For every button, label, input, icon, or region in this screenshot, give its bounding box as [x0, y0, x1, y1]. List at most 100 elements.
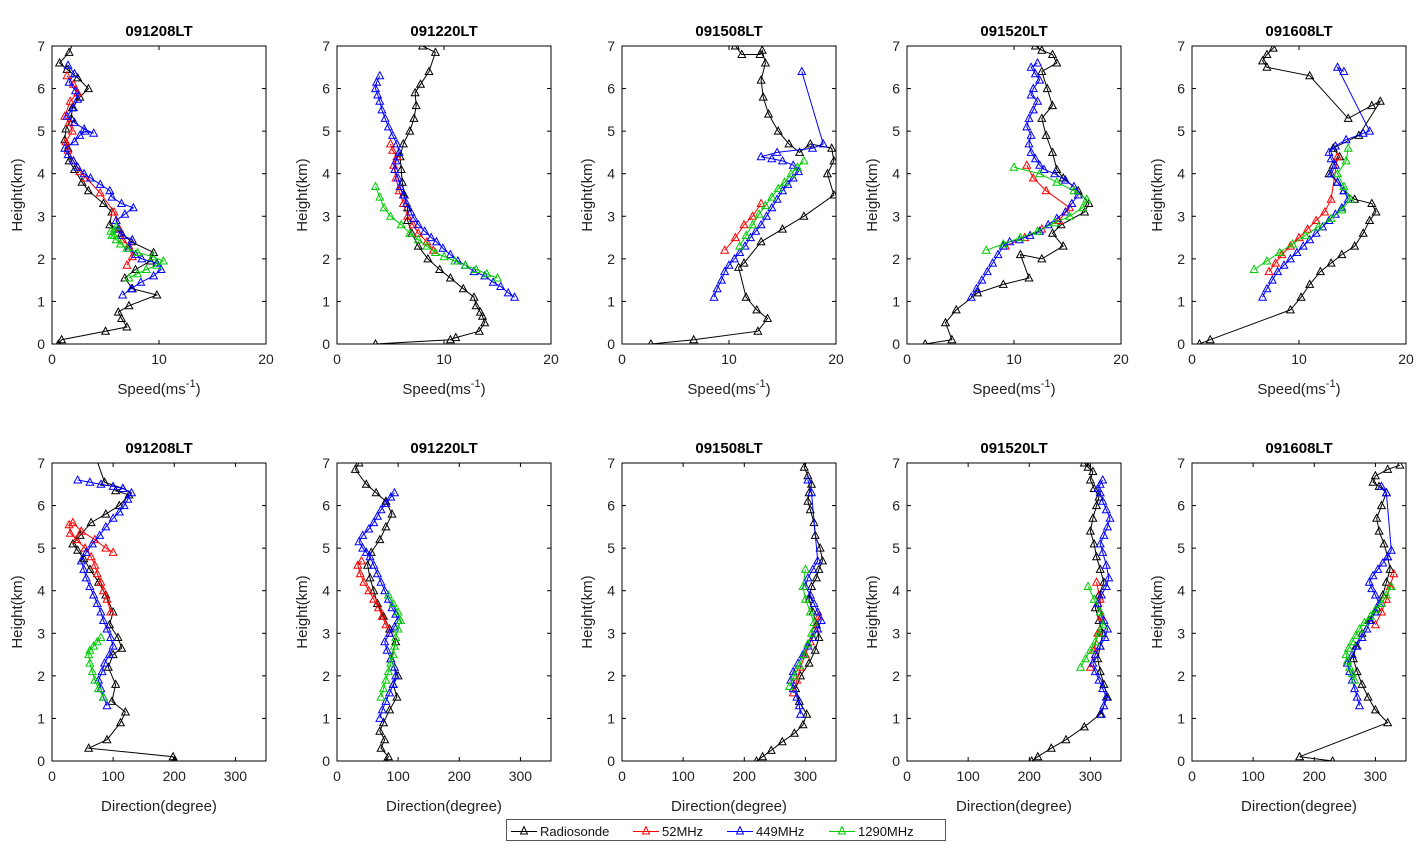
data-point-449MHz: [1326, 153, 1336, 163]
series-line-Radiosonde: [925, 46, 1090, 344]
data-point-Radiosonde: [757, 751, 768, 761]
data-point-52MHz: [61, 136, 71, 146]
data-point-449MHz: [116, 198, 127, 207]
data-point-Radiosonde: [410, 87, 420, 97]
data-point-449MHz: [1292, 247, 1302, 256]
data-point-449MHz: [503, 287, 513, 297]
data-point-449MHz: [1099, 700, 1109, 710]
data-point-Radiosonde: [54, 57, 65, 67]
x-tick-label: 100: [1241, 768, 1265, 784]
data-point-Radiosonde: [396, 164, 406, 173]
y-tick-label: 3: [892, 208, 900, 224]
y-tick-label: 2: [892, 251, 900, 267]
data-point-Radiosonde: [384, 704, 395, 714]
data-point-449MHz: [1030, 68, 1041, 78]
data-point-52MHz: [353, 560, 363, 569]
449mhz-legend-marker: [727, 825, 753, 837]
data-point-52MHz: [1311, 215, 1321, 224]
data-point-52MHz: [62, 70, 72, 80]
series-line-449MHz: [64, 64, 162, 296]
data-point-449MHz: [1039, 164, 1049, 173]
data-point-Radiosonde: [1367, 198, 1377, 207]
data-point-Radiosonde: [1084, 198, 1094, 207]
subplot-title: 091520LT: [980, 440, 1047, 457]
data-point-449MHz: [137, 253, 147, 263]
data-point-Radiosonde: [405, 126, 415, 135]
data-point-Radiosonde: [1357, 679, 1367, 688]
y-axis-label: Height(km): [9, 575, 26, 648]
data-point-52MHz: [92, 568, 102, 578]
data-point-Radiosonde: [922, 338, 928, 344]
1290mhz-legend-marker: [829, 825, 855, 837]
data-point-449MHz: [126, 283, 136, 293]
y-tick-label: 2: [1177, 251, 1185, 267]
data-point-52MHz: [1085, 662, 1096, 671]
data-point-1290MHz: [1341, 649, 1351, 659]
data-point-Radiosonde: [1305, 70, 1315, 80]
data-point-Radiosonde: [1326, 258, 1336, 267]
data-point-449MHz: [724, 260, 734, 269]
data-point-449MHz: [761, 211, 772, 220]
data-point-52MHz: [101, 543, 111, 552]
subplot-title: 091220LT: [410, 23, 477, 40]
data-point-449MHz: [756, 151, 766, 161]
y-tick-label: 3: [322, 208, 330, 224]
y-tick-label: 5: [322, 540, 330, 556]
data-point-Radiosonde: [1363, 692, 1373, 701]
data-point-449MHz: [1098, 474, 1108, 484]
data-point-52MHz: [1264, 266, 1274, 276]
data-point-449MHz: [777, 155, 788, 165]
subplot-speed-091520LT: 0 10 20 0 1 2 3 4 5 6 7 091520LT Speed(ms-1) Height(k…: [864, 23, 1129, 398]
data-point-Radiosonde: [799, 211, 809, 220]
data-point-1290MHz: [1342, 655, 1352, 665]
data-point-449MHz: [803, 572, 813, 582]
data-point-449MHz: [87, 538, 98, 548]
data-point-1290MHz: [430, 247, 441, 256]
y-tick-label: 6: [322, 498, 330, 514]
data-point-449MHz: [99, 658, 110, 667]
y-tick-label: 6: [37, 498, 45, 514]
axes-box: [1191, 462, 1407, 762]
y-tick-label: 5: [37, 123, 45, 139]
data-point-Radiosonde: [73, 72, 83, 82]
data-point-449MHz: [709, 292, 719, 301]
data-point-Radiosonde: [365, 572, 375, 582]
data-point-449MHz: [1257, 292, 1268, 301]
data-point-Radiosonde: [756, 236, 766, 246]
data-point-449MHz: [1364, 577, 1374, 586]
data-point-Radiosonde: [471, 300, 481, 310]
x-tick-label: 0: [618, 351, 626, 367]
data-point-52MHz: [1270, 258, 1281, 267]
x-tick-label: 20: [543, 351, 559, 367]
data-point-Radiosonde: [75, 530, 85, 539]
data-point-449MHz: [1311, 228, 1321, 237]
y-tick-label: 2: [607, 668, 615, 684]
data-point-449MHz: [1267, 275, 1277, 284]
x-tick-label: 0: [903, 351, 911, 367]
data-point-449MHz: [381, 696, 391, 705]
data-point-52MHz: [1028, 172, 1038, 182]
data-point-Radiosonde: [86, 517, 96, 527]
data-point-449MHz: [1104, 572, 1114, 582]
data-point-449MHz: [69, 68, 80, 78]
data-point-449MHz: [107, 192, 117, 201]
data-point-449MHz: [977, 275, 987, 284]
data-point-1290MHz: [789, 670, 800, 680]
data-point-449MHz: [809, 598, 819, 607]
data-point-52MHz: [1302, 224, 1313, 233]
data-point-449MHz: [375, 70, 385, 80]
data-point-449MHz: [1347, 649, 1357, 659]
data-point-Radiosonde: [375, 534, 385, 544]
data-point-449MHz: [1095, 487, 1105, 497]
data-point-52MHz: [359, 577, 369, 586]
data-point-Radiosonde: [85, 564, 95, 573]
data-point-449MHz: [391, 155, 401, 165]
data-point-1290MHz: [773, 183, 783, 193]
data-point-Radiosonde: [741, 292, 751, 301]
data-point-Radiosonde: [829, 189, 836, 199]
data-point-Radiosonde: [802, 709, 812, 718]
data-point-449MHz: [966, 292, 976, 301]
data-point-1290MHz: [1262, 255, 1272, 265]
data-point-449MHz: [63, 60, 73, 69]
data-point-52MHz: [1326, 194, 1336, 203]
